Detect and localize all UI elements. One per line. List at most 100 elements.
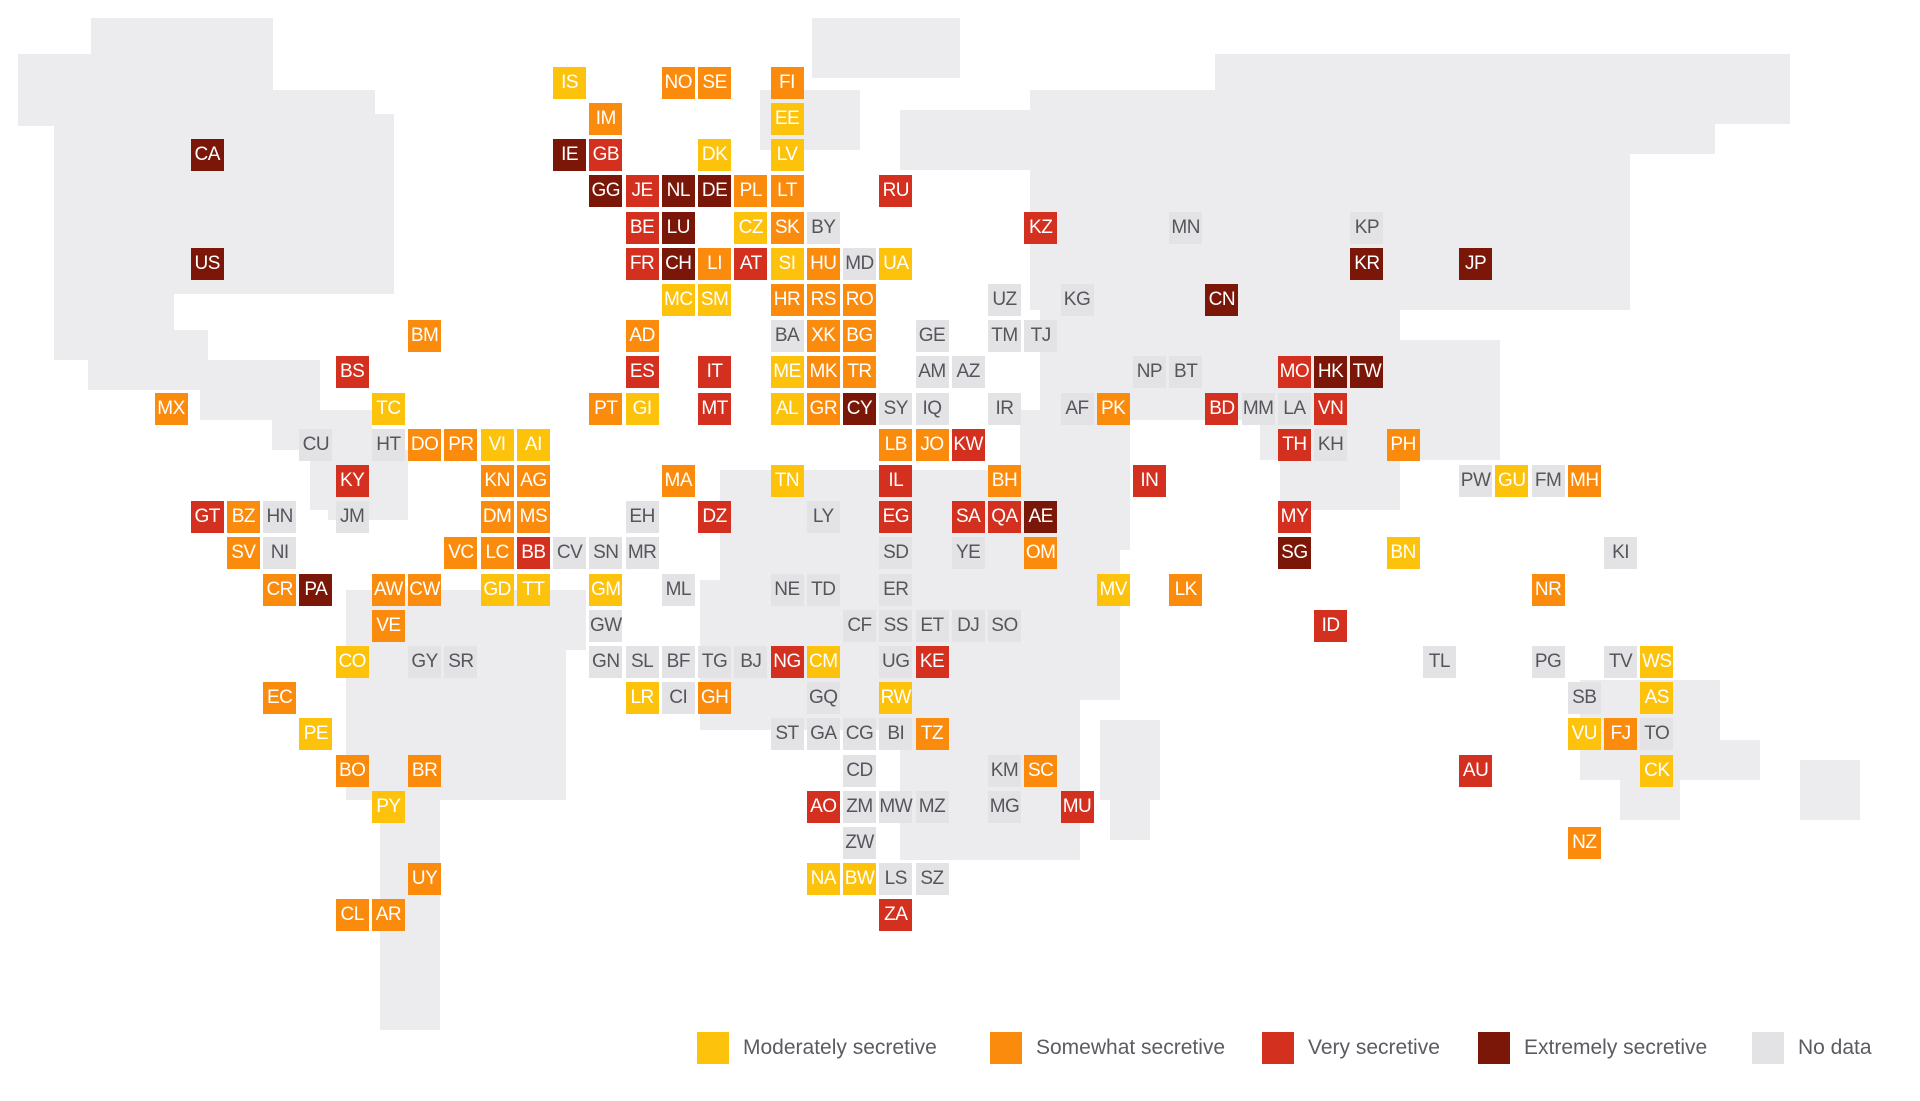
country-tile-ky: KY <box>335 464 369 497</box>
legend-swatch-extremely <box>1478 1032 1510 1064</box>
land-block <box>900 110 1040 170</box>
country-tile-pl: PL <box>734 175 768 208</box>
country-tile-bh: BH <box>988 464 1021 497</box>
country-tile-km: KM <box>988 754 1021 787</box>
country-tile-nr: NR <box>1531 573 1565 606</box>
country-tile-kw: KW <box>951 428 985 461</box>
country-tile-me: ME <box>770 356 804 389</box>
country-tile-bz: BZ <box>226 501 260 534</box>
country-tile-mt: MT <box>698 392 732 425</box>
country-tile-ly: LY <box>806 501 840 534</box>
country-tile-gq: GQ <box>806 682 840 715</box>
country-tile-cf: CF <box>843 609 876 642</box>
country-tile-st: ST <box>770 718 804 751</box>
legend-label-extremely: Extremely secretive <box>1524 1036 1708 1059</box>
country-tile-ir: IR <box>988 392 1021 425</box>
country-tile-bs: BS <box>335 356 369 389</box>
country-tile-bf: BF <box>661 645 695 678</box>
land-block <box>812 18 960 78</box>
country-tile-jo: JO <box>915 428 949 461</box>
country-tile-cz: CZ <box>734 211 768 244</box>
country-tile-np: NP <box>1132 356 1166 389</box>
country-tile-pw: PW <box>1459 464 1493 497</box>
country-tile-at: AT <box>734 247 768 280</box>
country-tile-aw: AW <box>371 573 405 606</box>
legend-item-somewhat: Somewhat secretive <box>990 1030 1225 1066</box>
land-block <box>88 330 208 390</box>
country-tile-xk: XK <box>806 320 840 353</box>
legend-swatch-moderately <box>697 1032 729 1064</box>
country-tile-hu: HU <box>806 247 840 280</box>
country-tile-sk: SK <box>770 211 804 244</box>
country-tile-pr: PR <box>444 428 478 461</box>
country-tile-ae: AE <box>1024 501 1058 534</box>
country-tile-hr: HR <box>770 283 804 316</box>
country-tile-eg: EG <box>879 501 913 534</box>
country-tile-ar: AR <box>371 899 405 932</box>
country-tile-sd: SD <box>879 537 913 570</box>
country-tile-et: ET <box>915 609 949 642</box>
country-tile-bb: BB <box>516 537 550 570</box>
country-tile-si: SI <box>770 247 804 280</box>
country-tile-cu: CU <box>299 428 333 461</box>
land-block <box>255 160 375 240</box>
country-tile-mu: MU <box>1060 790 1094 823</box>
country-tile-zw: ZW <box>843 826 876 859</box>
country-tile-om: OM <box>1024 537 1058 570</box>
country-tile-al: AL <box>770 392 804 425</box>
country-tile-cg: CG <box>843 718 876 751</box>
tile-grid-map: IS NO SE FI IM EE CA IE GB DK LV GG JE NL DE PL LT RU BE LU… <box>18 18 1860 1030</box>
country-tile-ro: RO <box>843 283 876 316</box>
country-tile-to: TO <box>1640 718 1674 751</box>
country-tile-ge: GE <box>915 320 949 353</box>
country-tile-af: AF <box>1060 392 1094 425</box>
country-tile-fj: FJ <box>1604 718 1638 751</box>
country-tile-is: IS <box>553 66 587 99</box>
country-tile-lt: LT <box>770 175 804 208</box>
country-tile-br: BR <box>408 754 442 787</box>
country-tile-md: MD <box>843 247 876 280</box>
country-tile-ag: AG <box>516 464 550 497</box>
country-tile-mr: MR <box>625 537 659 570</box>
country-tile-kg: KG <box>1060 283 1094 316</box>
country-tile-gr: GR <box>806 392 840 425</box>
country-tile-ck: CK <box>1640 754 1674 787</box>
country-tile-cd: CD <box>843 754 876 787</box>
country-tile-do: DO <box>408 428 442 461</box>
country-tile-pk: PK <box>1096 392 1130 425</box>
land-block <box>255 90 375 130</box>
country-tile-gd: GD <box>480 573 514 606</box>
country-tile-dz: DZ <box>698 501 732 534</box>
country-tile-ke: KE <box>915 645 949 678</box>
country-tile-fi: FI <box>770 66 804 99</box>
legend-label-moderately: Moderately secretive <box>743 1036 937 1059</box>
country-tile-ph: PH <box>1386 428 1420 461</box>
country-tile-mm: MM <box>1241 392 1275 425</box>
country-tile-ru: RU <box>879 175 913 208</box>
country-tile-lc: LC <box>480 537 514 570</box>
country-tile-kh: KH <box>1314 428 1348 461</box>
legend-label-somewhat: Somewhat secretive <box>1036 1036 1226 1059</box>
legend-item-moderately: Moderately secretive <box>697 1030 937 1066</box>
land-block <box>1630 54 1790 124</box>
land-block <box>1800 760 1860 820</box>
country-tile-eh: EH <box>625 501 659 534</box>
land-block <box>1110 760 1150 840</box>
country-tile-jp: JP <box>1459 247 1493 280</box>
legend-item-extremely: Extremely secretive <box>1478 1030 1707 1066</box>
country-tile-it: IT <box>698 356 732 389</box>
country-tile-pt: PT <box>589 392 623 425</box>
country-tile-lr: LR <box>625 682 659 715</box>
legend-item-very: Very secretive <box>1262 1030 1440 1066</box>
country-tile-sg: SG <box>1277 537 1311 570</box>
country-tile-co: CO <box>335 645 369 678</box>
country-tile-tl: TL <box>1422 645 1456 678</box>
country-tile-nl: NL <box>661 175 695 208</box>
legend-swatch-no-data <box>1752 1032 1784 1064</box>
country-tile-mw: MW <box>879 790 913 823</box>
land-block <box>1700 740 1760 780</box>
country-tile-de: DE <box>698 175 732 208</box>
legend-label-very: Very secretive <box>1308 1036 1440 1059</box>
country-tile-na: NA <box>806 863 840 896</box>
country-tile-lv: LV <box>770 139 804 172</box>
